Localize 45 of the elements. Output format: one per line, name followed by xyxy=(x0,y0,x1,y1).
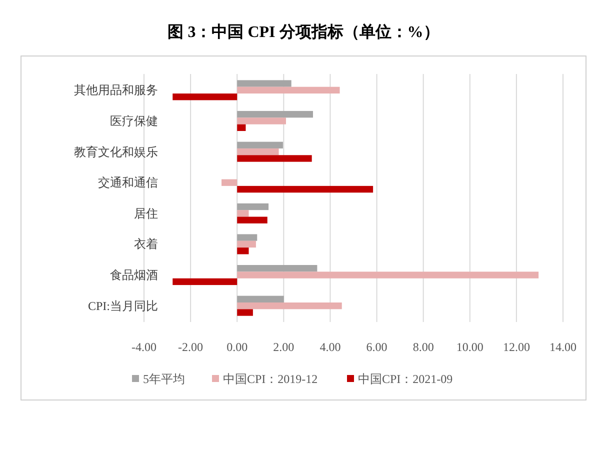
bar xyxy=(237,186,374,193)
bar xyxy=(237,272,539,278)
legend-label: 中国CPI：2021-09 xyxy=(358,372,453,386)
x-tick-label: 2.00 xyxy=(273,340,294,354)
y-tick-label: 其他用品和服务 xyxy=(74,83,158,98)
x-tick-label: 14.00 xyxy=(550,340,576,354)
bar xyxy=(222,179,238,186)
bar xyxy=(237,124,246,131)
bar xyxy=(237,155,312,162)
bar xyxy=(237,234,258,241)
bar xyxy=(237,216,268,224)
x-tick-label: 6.00 xyxy=(366,340,388,354)
y-tick-label: 食品烟酒 xyxy=(110,268,158,282)
x-tick-label: -2.00 xyxy=(178,340,204,354)
bar xyxy=(237,296,284,302)
bar xyxy=(237,148,279,156)
chart-title: 图 3：中国 CPI 分项指标（单位：%） xyxy=(168,23,440,41)
bar xyxy=(237,240,256,248)
bar xyxy=(237,309,253,316)
bar xyxy=(237,110,313,118)
bar xyxy=(237,210,249,217)
legend-label: 中国CPI：2019-12 xyxy=(223,372,318,386)
x-tick-label: 0.00 xyxy=(226,340,248,354)
bar xyxy=(237,265,318,272)
y-tick-label: 衣着 xyxy=(134,237,158,252)
x-tick-label: 10.00 xyxy=(456,340,484,354)
y-tick-label: 医疗保健 xyxy=(110,114,158,128)
y-tick-label: 交通和通信 xyxy=(98,176,158,190)
y-tick-label: 居住 xyxy=(134,206,158,220)
bar xyxy=(237,302,342,310)
legend-label: 5年平均 xyxy=(143,372,185,386)
bar xyxy=(237,142,283,148)
bar xyxy=(237,203,269,210)
x-tick-label: 8.00 xyxy=(412,340,434,354)
x-tick-label: 12.00 xyxy=(502,340,530,354)
bar xyxy=(237,86,340,94)
bar xyxy=(237,80,292,87)
y-tick-label: 教育文化和娱乐 xyxy=(74,144,158,159)
bar xyxy=(172,94,238,100)
bar xyxy=(172,278,238,286)
x-tick-label: 4.00 xyxy=(320,340,341,354)
bar xyxy=(237,118,286,124)
y-tick-label: CPI:当月同比 xyxy=(88,298,158,313)
bar xyxy=(237,248,249,254)
x-tick-label: -4.00 xyxy=(132,340,156,354)
